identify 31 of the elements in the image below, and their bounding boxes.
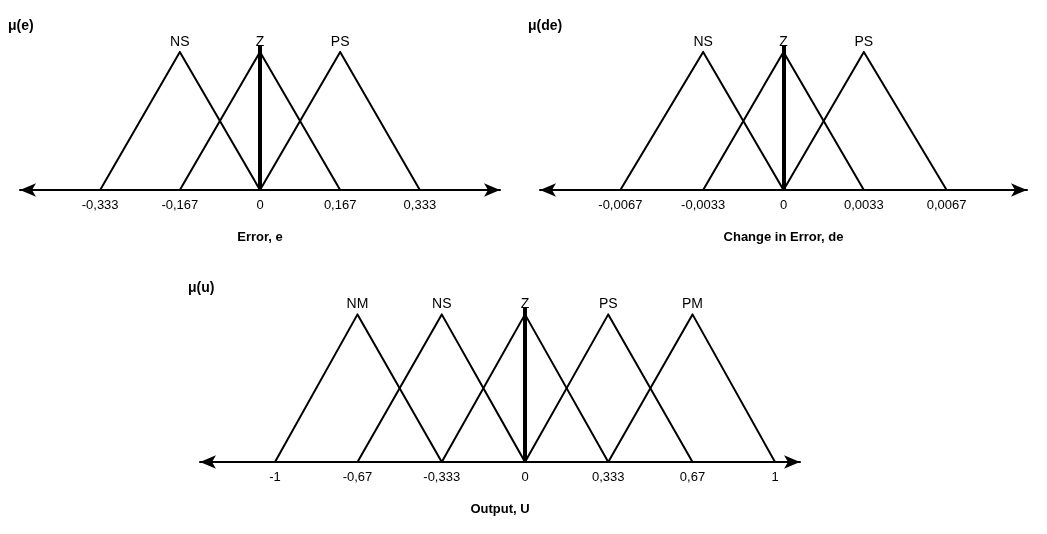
x-tick-label: -0,333	[81, 197, 119, 212]
y-axis-title: μ(u)	[188, 279, 215, 295]
x-tick-label: -0,0033	[681, 197, 726, 212]
x-tick-label: 0,0067	[926, 197, 967, 212]
series-label: PM	[682, 295, 703, 312]
x-axis-title: Change in Error, de	[723, 229, 844, 244]
series-label: NM	[346, 295, 369, 312]
x-tick-label: -0,167	[161, 197, 199, 212]
series-label: PS	[854, 32, 874, 49]
x-tick-label: 1	[771, 469, 779, 484]
x-tick-label: -0,333	[423, 469, 461, 484]
series-label: NS	[432, 295, 452, 312]
y-axis-title: μ(e)	[8, 17, 34, 33]
x-tick-label: -0,67	[342, 469, 373, 484]
series-label: PS	[598, 295, 618, 312]
x-axis-title: Error, e	[237, 229, 283, 244]
x-tick-label: 0,333	[591, 469, 625, 484]
x-tick-label: -0,0067	[598, 197, 643, 212]
series-label: NS	[693, 32, 713, 49]
x-tick-label: 0,67	[679, 469, 706, 484]
x-tick-label: 0	[521, 469, 529, 484]
x-tick-label: 0,333	[403, 197, 437, 212]
x-tick-label: 0	[779, 197, 788, 212]
x-tick-label: 0,0033	[843, 197, 884, 212]
x-tick-label: -1	[269, 469, 281, 484]
y-axis-title: μ(de)	[528, 17, 563, 33]
series-label: NS	[170, 32, 190, 49]
series-label: PS	[330, 32, 350, 49]
x-tick-label: 0,167	[323, 197, 357, 212]
x-axis-title: Output, U	[470, 501, 530, 516]
x-tick-label: 0	[256, 197, 264, 212]
